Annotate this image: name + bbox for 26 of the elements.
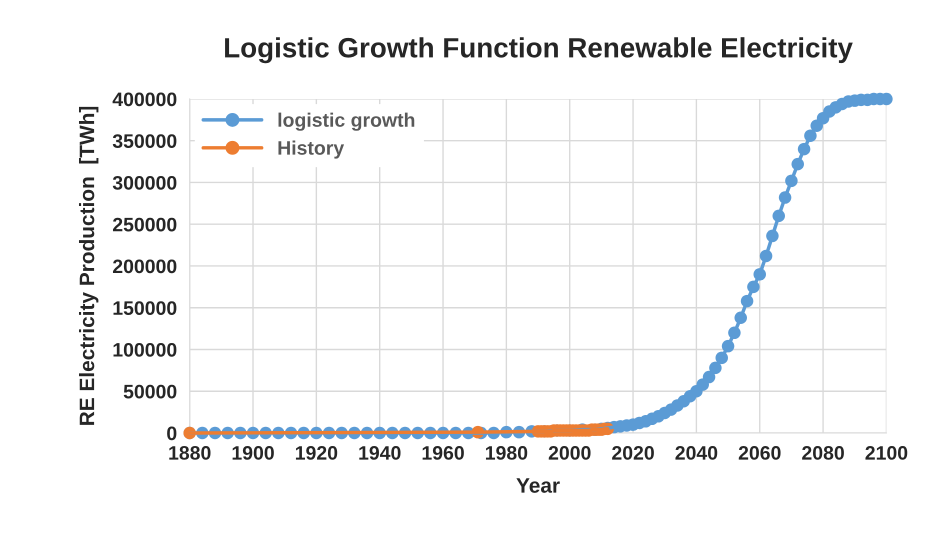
x-tick-label: 2020: [612, 446, 654, 460]
x-tick-label: 1920: [296, 446, 338, 460]
x-tick-label: 2040: [675, 446, 718, 460]
x-tick-label: 2000: [548, 446, 591, 460]
y-tick-label: 100000: [114, 342, 176, 357]
y-tick-label: 0: [167, 426, 176, 440]
x-tick-label: 2060: [738, 446, 781, 460]
y-tick-label: 300000: [112, 176, 176, 190]
x-tick-label: 1960: [422, 446, 464, 460]
legend-label: logistic growth: [278, 112, 414, 131]
y-tick-label: 200000: [112, 259, 176, 274]
y-axis-title: RE Electricity Production [TWh]: [78, 106, 98, 425]
x-axis-title: Year: [516, 478, 560, 493]
x-tick-label: 2100: [865, 446, 908, 460]
x-tick-label: 1900: [232, 446, 274, 460]
x-tick-label: 1940: [359, 446, 401, 460]
y-tick-label: 150000: [114, 301, 176, 315]
y-tick-label: 250000: [112, 218, 176, 232]
x-tick-label: 1880: [169, 446, 211, 460]
y-tick-label: 400000: [112, 92, 176, 106]
y-tick-label: 350000: [112, 134, 176, 148]
y-tick-label: 50000: [124, 384, 176, 398]
x-tick-label: 1980: [486, 446, 528, 460]
legend-label: History: [278, 140, 344, 159]
chart-title: Logistic Growth Function Renewable Electricity: [225, 37, 853, 64]
x-tick-label: 2080: [802, 446, 844, 460]
